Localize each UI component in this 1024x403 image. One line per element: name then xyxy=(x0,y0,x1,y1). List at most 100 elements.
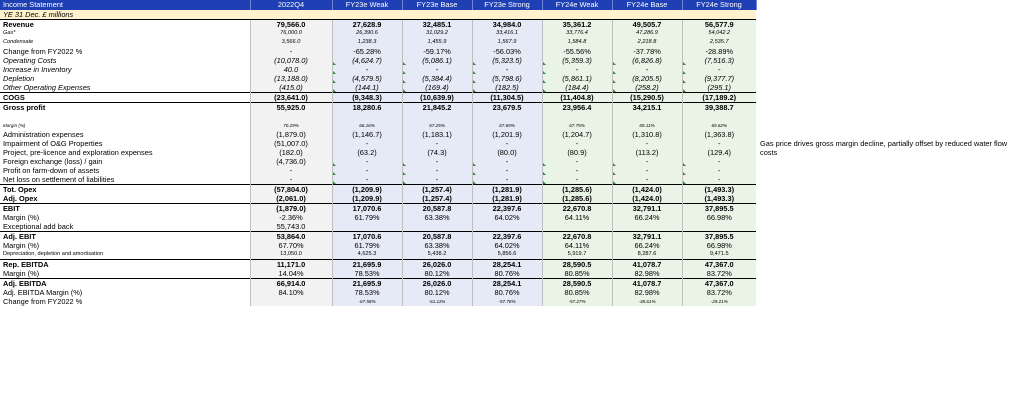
value-cell[interactable]: - xyxy=(331,139,402,148)
value-cell[interactable]: 1,584.8 xyxy=(541,38,612,47)
value-cell[interactable]: 64.02% xyxy=(471,241,542,250)
value-cell[interactable]: (80.0) xyxy=(471,148,542,157)
value-cell[interactable]: (1,257.4) xyxy=(401,184,472,194)
value-cell[interactable]: (1,879.0) xyxy=(249,130,332,139)
value-cell[interactable]: 79,566.0 xyxy=(249,19,332,29)
value-cell[interactable]: 14.04% xyxy=(249,269,332,279)
value-cell[interactable]: (113.2) xyxy=(611,148,682,157)
value-cell[interactable]: 67.70% xyxy=(249,241,332,250)
value-cell[interactable]: 9,471.5 xyxy=(681,250,756,260)
value-cell[interactable]: 23,956.4 xyxy=(541,102,612,112)
value-cell[interactable]: 17,070.6 xyxy=(331,231,402,241)
value-cell[interactable]: (144.1) xyxy=(331,83,402,93)
value-cell[interactable]: 49,505.7 xyxy=(611,19,682,29)
value-cell[interactable] xyxy=(331,112,402,121)
value-cell[interactable]: 11,171.0 xyxy=(249,259,332,269)
value-cell[interactable]: (7,516.3) xyxy=(681,56,756,65)
value-cell[interactable]: -59.17% xyxy=(401,47,472,56)
value-cell[interactable]: - xyxy=(681,65,756,74)
value-cell[interactable]: 54,042.2 xyxy=(681,29,756,38)
value-cell[interactable]: (80.9) xyxy=(541,148,612,157)
value-cell[interactable]: (184.4) xyxy=(541,83,612,93)
value-cell[interactable]: (11,304.5) xyxy=(471,92,542,103)
value-cell[interactable]: -67.58% xyxy=(331,297,402,306)
value-cell[interactable] xyxy=(541,222,612,232)
value-cell[interactable]: (23,641.0) xyxy=(249,92,332,103)
value-cell[interactable]: (1,209.9) xyxy=(331,194,402,204)
value-cell[interactable]: -37.78% xyxy=(611,47,682,56)
value-cell[interactable]: 17,070.6 xyxy=(331,203,402,213)
value-cell[interactable]: (5,384.4) xyxy=(401,74,472,83)
value-cell[interactable]: - xyxy=(249,175,332,185)
value-cell[interactable]: 40.0 xyxy=(249,65,332,74)
value-cell[interactable]: 34,984.0 xyxy=(471,19,542,29)
value-cell[interactable]: -28.89% xyxy=(681,47,756,56)
value-cell[interactable] xyxy=(401,112,472,121)
value-cell[interactable]: (5,323.5) xyxy=(471,56,542,65)
value-cell[interactable]: (1,201.9) xyxy=(471,130,542,139)
value-cell[interactable]: (1,363.8) xyxy=(681,130,756,139)
value-cell[interactable]: 47,367.0 xyxy=(681,259,756,269)
value-cell[interactable]: 80.12% xyxy=(401,288,472,297)
value-cell[interactable]: -29.21% xyxy=(681,297,756,306)
value-cell[interactable]: 83.72% xyxy=(681,288,756,297)
value-cell[interactable]: 33,416.1 xyxy=(471,29,542,38)
value-cell[interactable] xyxy=(401,222,472,232)
value-cell[interactable]: - xyxy=(401,139,472,148)
value-cell[interactable]: 69.62% xyxy=(681,121,756,130)
value-cell[interactable]: 13,050.0 xyxy=(249,250,332,260)
value-cell[interactable]: (57,804.0) xyxy=(249,184,332,194)
value-cell[interactable]: 80.12% xyxy=(401,269,472,279)
value-cell[interactable]: 26,390.6 xyxy=(331,29,402,38)
value-cell[interactable]: (9,348.3) xyxy=(331,92,402,103)
value-cell[interactable] xyxy=(681,222,756,232)
value-cell[interactable]: -56.03% xyxy=(471,47,542,56)
value-cell[interactable]: - xyxy=(401,65,472,74)
value-cell[interactable]: 22,397.6 xyxy=(471,203,542,213)
value-cell[interactable]: (415.0) xyxy=(249,83,332,93)
value-cell[interactable]: - xyxy=(471,166,542,175)
value-cell[interactable]: 28,254.1 xyxy=(471,259,542,269)
value-cell[interactable]: - xyxy=(471,65,542,74)
value-cell[interactable]: (1,204.7) xyxy=(541,130,612,139)
value-cell[interactable]: 34,215.1 xyxy=(611,102,682,112)
value-cell[interactable]: (5,798.6) xyxy=(471,74,542,83)
value-cell[interactable]: - xyxy=(541,157,612,166)
value-cell[interactable]: 2,535.7 xyxy=(681,38,756,47)
value-cell[interactable]: (15,290.5) xyxy=(611,92,682,103)
value-cell[interactable]: - xyxy=(401,157,472,166)
value-cell[interactable] xyxy=(541,112,612,121)
value-cell[interactable]: 67.25% xyxy=(401,121,472,130)
value-cell[interactable]: (5,086.1) xyxy=(401,56,472,65)
value-cell[interactable]: (169.4) xyxy=(401,83,472,93)
value-cell[interactable]: 61.79% xyxy=(331,241,402,250)
value-cell[interactable]: 28,254.1 xyxy=(471,278,542,288)
value-cell[interactable]: 8,287.6 xyxy=(611,250,682,260)
value-cell[interactable]: - xyxy=(681,166,756,175)
value-cell[interactable]: (182.0) xyxy=(249,148,332,157)
value-cell[interactable]: 22,397.6 xyxy=(471,231,542,241)
value-cell[interactable] xyxy=(249,297,332,306)
value-cell[interactable]: (1,310.8) xyxy=(611,130,682,139)
value-cell[interactable]: - xyxy=(401,175,472,185)
value-cell[interactable]: (1,281.9) xyxy=(471,194,542,204)
value-cell[interactable]: -55.56% xyxy=(541,47,612,56)
value-cell[interactable]: 20,587.8 xyxy=(401,203,472,213)
value-cell[interactable]: 66.16% xyxy=(331,121,402,130)
value-cell[interactable]: 64.02% xyxy=(471,213,542,222)
value-cell[interactable]: (13,188.0) xyxy=(249,74,332,83)
value-cell[interactable]: - xyxy=(541,175,612,185)
value-cell[interactable]: 18,280.6 xyxy=(331,102,402,112)
value-cell[interactable] xyxy=(611,112,682,121)
value-cell[interactable]: 66,914.0 xyxy=(249,278,332,288)
value-cell[interactable]: 21,845.2 xyxy=(401,102,472,112)
value-cell[interactable]: 37,895.5 xyxy=(681,231,756,241)
value-cell[interactable] xyxy=(471,112,542,121)
value-cell[interactable]: 63.38% xyxy=(401,241,472,250)
value-cell[interactable]: 61.79% xyxy=(331,213,402,222)
value-cell[interactable]: (10,639.9) xyxy=(401,92,472,103)
value-cell[interactable]: - xyxy=(331,157,402,166)
value-cell[interactable]: - xyxy=(331,166,402,175)
value-cell[interactable]: (1,879.0) xyxy=(249,203,332,213)
value-cell[interactable]: (11,404.8) xyxy=(541,92,612,103)
